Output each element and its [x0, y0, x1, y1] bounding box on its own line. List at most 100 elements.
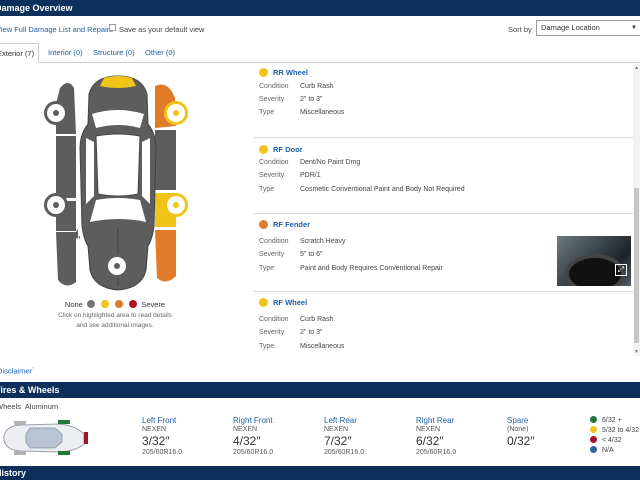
tire-tread-depth: 3/32″ [142, 434, 170, 448]
tire-size: 205/60R16.0 [324, 449, 365, 456]
severity-dot [259, 145, 268, 154]
rear-bumper[interactable] [100, 76, 136, 88]
windshield [90, 198, 146, 222]
tire-marker-rr [58, 451, 70, 455]
tire-tread-depth: 6/32″ [416, 434, 444, 448]
tire-brand: NEXEN [324, 426, 349, 433]
rr-wheel[interactable] [164, 101, 188, 125]
damage-card[interactable]: RF Door Condition Dent/No Paint Dmg Sever… [253, 141, 633, 214]
expand-icon[interactable]: ⤢ [615, 264, 627, 276]
legend-none-label: None [64, 300, 83, 309]
damage-list-scrollbar[interactable]: ▲ ▼ [633, 64, 640, 356]
type-value: Paint and Body Requires Conventional Rep… [300, 265, 443, 272]
damage-card[interactable]: RF Wheel Condition Curb Rash Severity 2" t… [253, 294, 633, 356]
tab-structure[interactable]: Structure (0) [93, 48, 135, 57]
tire-size: 205/60R16.0 [142, 449, 183, 456]
wheel-type: Wheels Aluminum [0, 402, 58, 411]
tab-other[interactable]: Other (0) [145, 48, 176, 57]
condition-value: Dent/No Paint Dmg [300, 159, 361, 166]
scroll-down-icon[interactable]: ▼ [634, 349, 639, 355]
lr-wheel[interactable] [44, 101, 68, 125]
diagram-hint: Click on highlighted area to read detail… [58, 312, 172, 329]
legend-severe-label: Severe [141, 300, 166, 309]
legend-dot-poor [590, 436, 597, 443]
condition-value: Scratch Heavy [300, 238, 346, 245]
type-label: Type [259, 186, 275, 193]
full-damage-list-link[interactable]: View Full Damage List and Repairs [0, 25, 114, 34]
tire-spare: Spare (None) 0/32″ [507, 416, 535, 449]
severity-value: 2" to 3" [300, 329, 323, 336]
sort-select[interactable]: Damage Location ▼ [536, 20, 640, 36]
right-windows [142, 138, 150, 204]
damage-card[interactable]: RR Wheel Condition Curb Rash Severity 2" t… [253, 64, 633, 138]
lf-wheel[interactable] [44, 193, 68, 217]
damage-title: RR Wheel [273, 68, 309, 77]
condition-label: Condition [259, 83, 289, 90]
legend-label: < 4/32 [602, 437, 622, 444]
default-view-checkbox[interactable] [109, 24, 116, 31]
damage-overview-header: Damage Overview [0, 0, 640, 16]
scroll-up-icon[interactable]: ▲ [634, 65, 639, 71]
scrollbar-thumb[interactable] [634, 188, 639, 343]
chevron-down-icon: ▼ [631, 25, 637, 31]
rf-wheel[interactable] [164, 193, 188, 217]
tire-marker-lf [14, 421, 26, 425]
severity-value: 5" to 6" [300, 251, 323, 258]
legend-dot-na [590, 446, 597, 453]
tire-size: 205/60R16.0 [416, 449, 457, 456]
history-title: History [0, 468, 27, 478]
damage-toolbar: View Full Damage List and Repairs Save a… [0, 19, 640, 39]
severity-dot [259, 220, 268, 229]
type-label: Type [259, 265, 275, 272]
tire-marker-rf [14, 451, 26, 455]
tire-size: 205/60R16.0 [233, 449, 274, 456]
type-label: Type [259, 109, 275, 116]
type-value: Cosmetic Conventional Paint and Body Not… [300, 186, 465, 193]
wheel-type-label: Wheels [0, 402, 22, 411]
severity-value: PDR/1 [300, 172, 321, 179]
tire-brand: NEXEN [142, 426, 167, 433]
damage-tabs: Exterior (7) Interior (0) Structure (0) … [0, 43, 640, 63]
wheel-type-value: Aluminum [24, 402, 59, 411]
condition-value: Curb Rash [300, 316, 334, 323]
tire-brand: NEXEN [233, 426, 258, 433]
legend-dot-fair [590, 426, 597, 433]
disclaimer-link[interactable]: Disclaimer↑ [0, 366, 35, 376]
rf-fender[interactable] [155, 230, 176, 282]
tire-position: Right Front [233, 416, 273, 425]
tires-wheels-header: Tires & Wheels [0, 382, 640, 398]
tire-position-car-icon [3, 420, 88, 455]
damage-title: RF Door [273, 145, 303, 154]
rr-door[interactable] [155, 130, 176, 190]
tire-brand: (None) [507, 426, 529, 433]
tire-position: Left Front [142, 416, 177, 425]
tab-exterior[interactable]: Exterior (7) [0, 43, 40, 63]
tab-interior[interactable]: Interior (0) [48, 48, 83, 57]
tire-left-rear: Left Rear NEXEN 7/32″ 205/60R16.0 [324, 416, 364, 456]
severity-label: Severity [259, 329, 285, 336]
tire-position: Left Rear [324, 416, 357, 425]
tire-marker-lr [58, 420, 70, 424]
tire-tread-depth: 0/32″ [507, 434, 535, 448]
damage-list[interactable]: RR Wheel Condition Curb Rash Severity 2" t… [253, 64, 633, 356]
info-icon: ↑ [32, 366, 35, 372]
severity-legend: None Severe [0, 300, 230, 309]
roof[interactable] [95, 133, 141, 197]
legend-label: 6/32 + [602, 417, 622, 424]
lf-fender[interactable] [56, 229, 78, 286]
lr-door[interactable] [56, 136, 76, 198]
car-damage-diagram[interactable] [0, 64, 250, 358]
condition-label: Condition [259, 159, 289, 166]
legend-label: N/A [602, 447, 614, 454]
severity-dot [259, 68, 268, 77]
damage-card[interactable]: RF Fender Condition Scratch Heavy Severit… [253, 216, 633, 292]
damage-photo[interactable]: ⤢ [557, 236, 631, 286]
default-view-label: Save as your default view [119, 25, 205, 34]
spare-wheel[interactable] [105, 254, 129, 278]
tread-depth-legend: 6/32 + 5/32 to 4/32 < 4/32 N/A [590, 416, 639, 456]
severity-value: 2" to 3" [300, 96, 323, 103]
tire-right-front: Right Front NEXEN 4/32″ 205/60R16.0 [233, 416, 273, 456]
tires-wheels-section: Wheels Aluminum Left Front NEXEN 3/32″ 2… [0, 398, 640, 464]
sort-label: Sort by [508, 25, 532, 34]
legend-dot-moderate [115, 300, 124, 308]
